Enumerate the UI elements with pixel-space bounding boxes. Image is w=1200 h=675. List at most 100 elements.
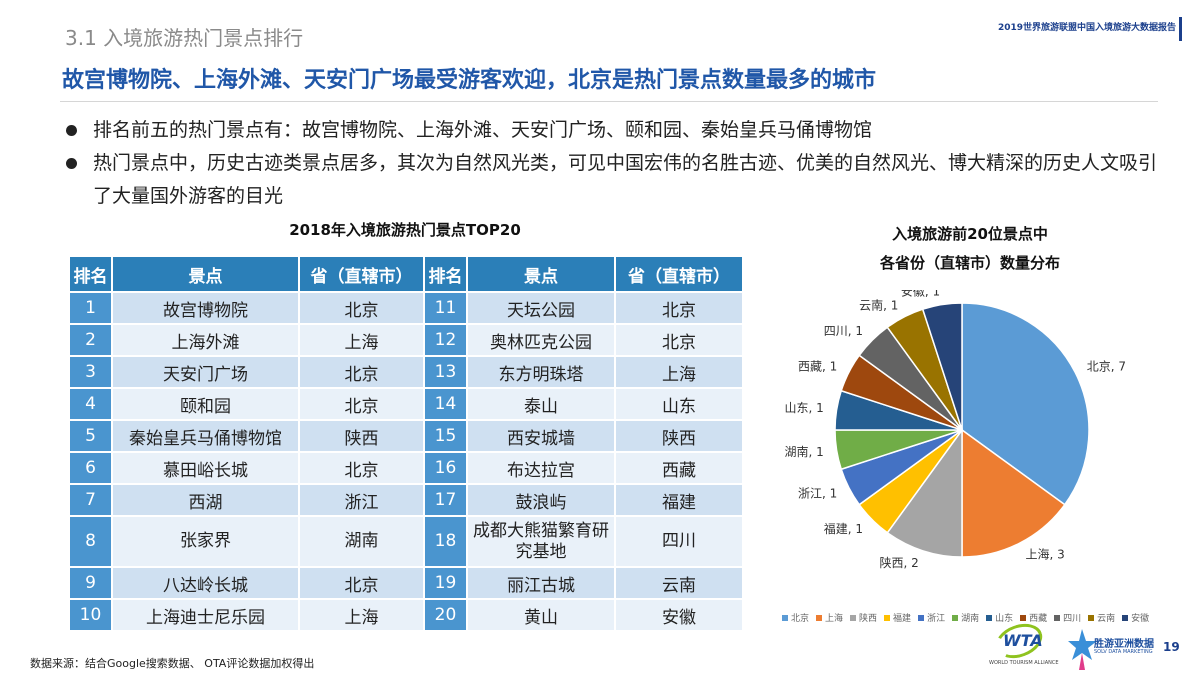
legend-swatch xyxy=(782,614,788,621)
page-number: 19 xyxy=(1163,640,1180,654)
attraction-cell: 上海迪士尼乐园 xyxy=(111,598,300,632)
attraction-cell: 天坛公园 xyxy=(466,291,616,325)
province-cell: 北京 xyxy=(614,291,744,325)
province-cell: 湖南 xyxy=(298,515,425,568)
table-row: 3 天安门广场 北京 13 东方明珠塔 上海 xyxy=(68,355,744,389)
column-header: 景点 xyxy=(111,255,300,293)
rank-cell: 1 xyxy=(68,291,113,325)
attraction-cell: 八达岭长城 xyxy=(111,566,300,600)
attraction-cell: 上海外滩 xyxy=(111,323,300,357)
rank-cell: 3 xyxy=(68,355,113,389)
pie-data-label: 云南, 1 xyxy=(859,297,898,312)
province-cell: 上海 xyxy=(614,355,744,389)
rank-cell: 11 xyxy=(423,291,468,325)
legend-item: 浙江 xyxy=(918,611,945,624)
attraction-cell: 丽江古城 xyxy=(466,566,616,600)
pie-slice-陕西 xyxy=(886,427,963,558)
province-cell: 上海 xyxy=(298,323,425,357)
legend-label: 上海 xyxy=(825,614,844,624)
rank-cell: 15 xyxy=(423,419,468,453)
legend-label: 浙江 xyxy=(927,614,946,624)
solv-data-logo: 胜游亚洲数据 SOLV DATA MARKETING xyxy=(1068,627,1168,671)
pie-slice-北京 xyxy=(961,302,1090,506)
pie-data-label: 浙江, 1 xyxy=(798,487,837,501)
province-cell: 浙江 xyxy=(298,483,425,517)
pie-title-line: 各省份（直辖市）数量分布 xyxy=(879,254,1060,272)
attraction-cell: 东方明珠塔 xyxy=(466,355,616,389)
table-row: 2 上海外滩 上海 12 奥林匹克公园 北京 xyxy=(68,323,744,357)
pie-data-label: 山东, 1 xyxy=(784,401,823,415)
attraction-cell: 西安城墙 xyxy=(466,419,616,453)
legend-item: 福建 xyxy=(884,611,911,624)
rank-cell: 14 xyxy=(423,387,468,421)
data-source-note: 数据来源：结合Google搜索数据、 OTA评论数据加权得出 xyxy=(30,657,315,670)
province-cell: 北京 xyxy=(298,451,425,485)
province-cell: 安徽 xyxy=(614,598,744,632)
legend-swatch xyxy=(1020,614,1027,621)
rank-cell: 19 xyxy=(423,566,468,600)
legend-label: 北京 xyxy=(791,614,810,624)
pie-data-label: 西藏, 1 xyxy=(798,359,837,373)
legend-item: 陕西 xyxy=(850,611,877,624)
column-header: 省（直辖市） xyxy=(614,255,744,293)
table-row: 4 颐和园 北京 14 泰山 山东 xyxy=(68,387,744,421)
bullet-list: 排名前五的热门景点有：故宫博物院、上海外滩、天安门广场、颐和园、秦始皇兵马俑博物… xyxy=(66,114,1166,213)
pie-data-label: 湖南, 1 xyxy=(784,444,823,459)
rank-cell: 7 xyxy=(68,483,113,517)
rank-cell: 5 xyxy=(68,419,113,453)
headline: 故宫博物院、上海外滩、天安门广场最受游客欢迎，北京是热门景点数量最多的城市 xyxy=(62,68,877,93)
pie-data-label: 四川, 1 xyxy=(824,324,863,338)
rank-cell: 13 xyxy=(423,355,468,389)
bullet-item: 排名前五的热门景点有：故宫博物院、上海外滩、天安门广场、颐和园、秦始皇兵马俑博物… xyxy=(66,114,1166,147)
province-cell: 上海 xyxy=(298,598,425,632)
table-title: 2018年入境旅游热门景点TOP20 xyxy=(289,221,521,239)
province-cell: 山东 xyxy=(614,387,744,421)
pie-chart: 北京, 7 上海, 3 陕西, 2 福建, 1 浙江, 1 湖南, 1 山东, 1 西藏, 1… xyxy=(784,290,1126,570)
rank-cell: 4 xyxy=(68,387,113,421)
legend-label: 湖南 xyxy=(961,614,980,624)
province-cell: 北京 xyxy=(614,323,744,357)
rank-cell: 10 xyxy=(68,598,113,632)
solv-data-logo-cn: 胜游亚洲数据 xyxy=(1094,639,1154,650)
province-cell: 北京 xyxy=(298,355,425,389)
pie-slice-上海 xyxy=(961,428,1066,558)
table-row: 1 故宫博物院 北京 11 天坛公园 北京 xyxy=(68,291,744,325)
province-cell: 福建 xyxy=(614,483,744,517)
top20-table: 排名 景点 省（直辖市） 排名 景点 省（直辖市） 1 故宫博物院 北京 11 天坛公园… xyxy=(68,255,744,632)
rank-cell: 17 xyxy=(423,483,468,517)
table-row: 8 张家界 湖南 18 成都大熊猫繁育研究基地 四川 xyxy=(68,515,744,568)
province-cell: 北京 xyxy=(298,387,425,421)
report-title-bar xyxy=(1179,17,1182,41)
legend-swatch xyxy=(986,614,993,621)
legend-item: 四川 xyxy=(1054,611,1081,624)
legend-item: 西藏 xyxy=(1020,611,1047,624)
attraction-cell: 鼓浪屿 xyxy=(466,483,616,517)
section-title: 3.1 入境旅游热门景点排行 xyxy=(65,26,304,50)
legend-item: 安徽 xyxy=(1122,611,1149,624)
table-header-row: 排名 景点 省（直辖市） 排名 景点 省（直辖市） xyxy=(68,255,744,293)
province-cell: 西藏 xyxy=(614,451,744,485)
rank-cell: 20 xyxy=(423,598,468,632)
rank-cell: 12 xyxy=(423,323,468,357)
table-row: 6 慕田峪长城 北京 16 布达拉宫 西藏 xyxy=(68,451,744,485)
attraction-cell: 黄山 xyxy=(466,598,616,632)
legend-item: 湖南 xyxy=(952,611,979,624)
attraction-cell: 故宫博物院 xyxy=(111,291,300,325)
table-row: 10 上海迪士尼乐园 上海 20 黄山 安徽 xyxy=(68,598,744,632)
pie-chart-title: 入境旅游前20位景点中 各省份（直辖市）数量分布 xyxy=(800,220,1140,278)
table-row: 7 西湖 浙江 17 鼓浪屿 福建 xyxy=(68,483,744,517)
legend-item: 北京 xyxy=(782,611,809,624)
table-row: 5 秦始皇兵马俑博物馆 陕西 15 西安城墙 陕西 xyxy=(68,419,744,453)
legend-swatch xyxy=(1122,614,1129,621)
rank-cell: 6 xyxy=(68,451,113,485)
rank-cell: 16 xyxy=(423,451,468,485)
province-cell: 陕西 xyxy=(614,419,744,453)
pie-data-label: 北京, 7 xyxy=(1087,359,1126,373)
pie-data-label: 陕西, 2 xyxy=(879,555,918,570)
legend-swatch xyxy=(884,614,891,621)
column-header: 排名 xyxy=(423,255,468,293)
pie-slice-安徽 xyxy=(921,302,963,431)
legend-label: 陕西 xyxy=(859,614,878,624)
column-header: 省（直辖市） xyxy=(298,255,425,293)
legend-swatch xyxy=(952,614,959,621)
